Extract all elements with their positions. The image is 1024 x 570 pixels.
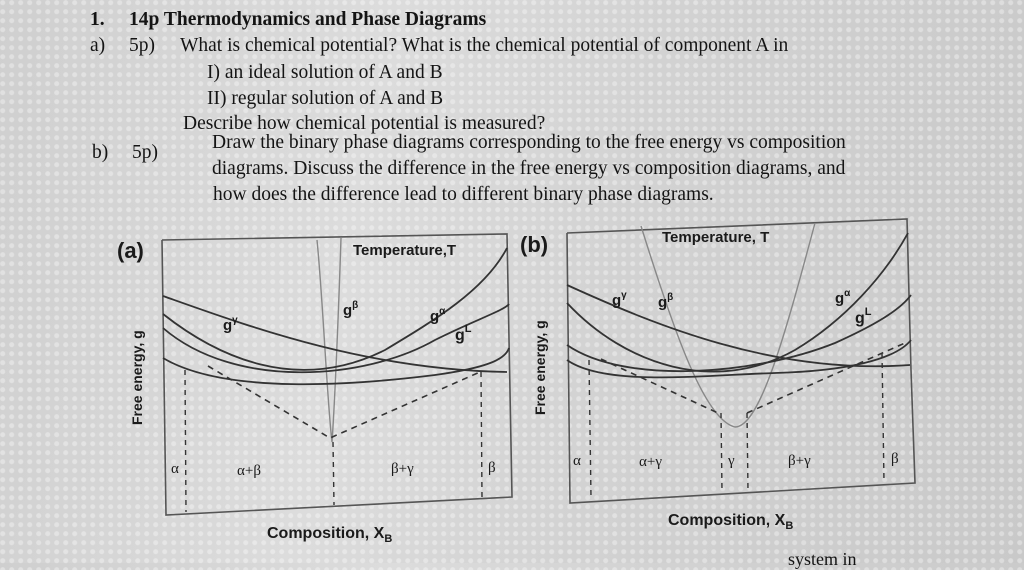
title-b: Temperature, T: [662, 229, 769, 246]
part-a-prompt: What is chemical potential? What is the …: [180, 35, 789, 56]
region-beta-a: β: [488, 460, 496, 476]
part-a-points: 5p): [129, 35, 155, 56]
part-b-points: 5p): [132, 142, 158, 163]
part-b-line-3: how does the difference lead to differen…: [213, 184, 714, 205]
label-g-L-a: gL: [455, 323, 472, 344]
curve-g-gamma-b: [566, 284, 911, 368]
region-alpha-a: α: [171, 461, 179, 477]
ylabel-a: Free energy, g: [129, 330, 145, 425]
label-g-alpha-a: gα: [430, 306, 446, 325]
common-tangent-a: [207, 365, 481, 439]
frame-b: [566, 218, 916, 504]
boundary-a-1: [184, 369, 187, 513]
question-number: 1.: [90, 9, 105, 30]
region-alpha-beta-a: α+β: [237, 463, 261, 479]
diagram-a-svg: (a) Temperature,T Free energy, g gγ gβ g…: [117, 233, 513, 545]
question-title: 14p Thermodynamics and Phase Diagrams: [129, 9, 487, 30]
label-g-beta-b: gβ: [658, 292, 673, 311]
cutoff-text: system in: [788, 549, 857, 569]
boundary-b-4: [881, 352, 885, 484]
part-b-line-2: diagrams. Discuss the difference in the …: [212, 158, 846, 179]
region-beta-b: β: [891, 451, 899, 467]
ylabel-b: Free energy, g: [532, 320, 548, 415]
part-a-item-1: I) an ideal solution of A and B: [207, 62, 443, 83]
curve-g-beta-b: [640, 222, 816, 428]
label-g-L-b: gL: [855, 306, 872, 327]
part-a-label: a): [90, 35, 106, 56]
curve-g-L-a: [162, 303, 510, 374]
region-alpha-b: α: [573, 453, 581, 469]
common-tangents-b: [600, 342, 906, 414]
panel-label-a: (a): [117, 238, 144, 263]
region-gamma-b: γ: [727, 453, 735, 469]
boundary-b-3: [746, 412, 749, 493]
boundary-a-3: [480, 371, 483, 499]
label-g-gamma-a: gγ: [223, 315, 238, 334]
curve-g-alpha-b: [566, 232, 909, 373]
boundary-a-2: [332, 441, 335, 506]
label-g-beta-a: gβ: [343, 300, 358, 319]
frame-a: [161, 233, 513, 516]
part-a-item-2: II) regular solution of A and B: [207, 88, 444, 109]
boundary-b-1: [588, 359, 592, 499]
curve-g-alpha-a: [162, 247, 508, 371]
title-a: Temperature,T: [353, 242, 456, 259]
label-g-alpha-b: gα: [835, 288, 851, 307]
region-beta-gamma-b: β+γ: [788, 453, 811, 469]
diagram-a: (a) Temperature,T Free energy, g gγ gβ g…: [105, 220, 525, 550]
curve-lower-a: [162, 347, 510, 386]
part-a-followup: Describe how chemical potential is measu…: [183, 113, 546, 134]
boundary-b-2: [720, 412, 723, 493]
panel-label-b: (b): [520, 232, 548, 257]
curve-g-L-b: [566, 294, 912, 373]
xlabel-a: Composition, XB: [267, 525, 392, 545]
part-b-label: b): [92, 142, 109, 163]
region-alpha-gamma-b: α+γ: [639, 454, 662, 470]
curve-g-gamma-a: [162, 295, 508, 373]
label-g-gamma-b: gγ: [612, 290, 627, 309]
curve-lower-b: [566, 339, 912, 379]
region-beta-gamma-a: β+γ: [391, 461, 414, 477]
xlabel-b: Composition, XB: [668, 512, 793, 532]
diagram-b-svg: (b) Temperature, T Free energy, g gγ gβ …: [520, 218, 916, 532]
curve-g-beta-a: [316, 237, 342, 443]
part-b-line-1: Draw the binary phase diagrams correspon…: [212, 132, 846, 153]
diagram-b: (b) Temperature, T Free energy, g gγ gβ …: [515, 215, 925, 540]
